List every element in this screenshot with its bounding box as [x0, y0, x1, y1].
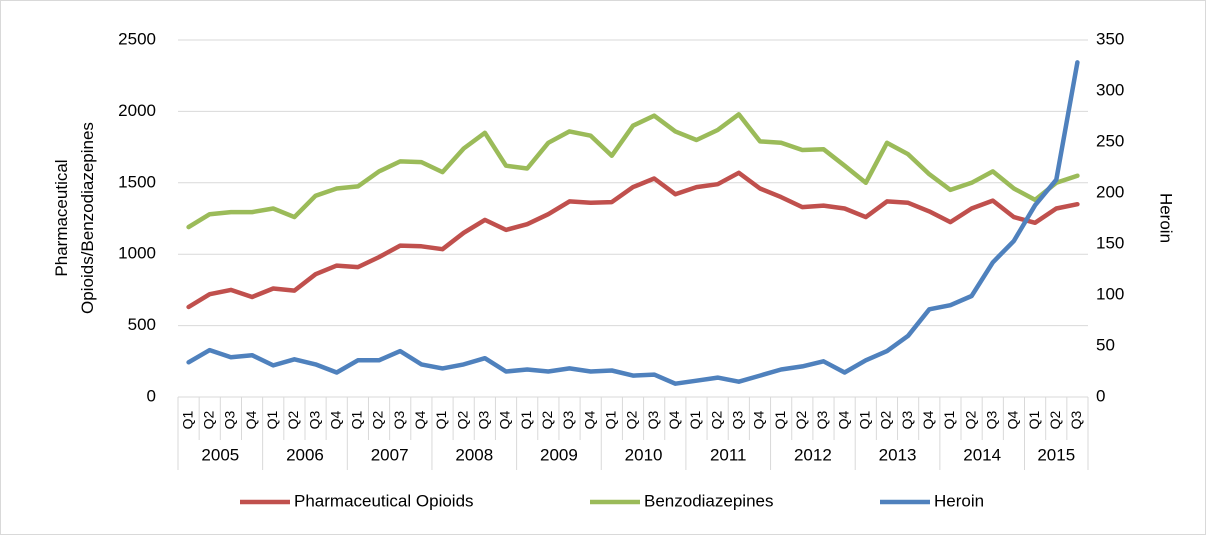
group-label: 2007 [371, 445, 409, 464]
x-tick-label: Q1 [518, 410, 534, 429]
x-tick-label: Q2 [878, 410, 894, 429]
x-tick-label: Q4 [581, 410, 597, 429]
x-tick-label: Q4 [327, 410, 343, 429]
x-tick-label: Q1 [603, 410, 619, 429]
x-tick-label: Q3 [983, 410, 999, 429]
y-tick-label: 500 [128, 315, 156, 334]
group-label: 2006 [286, 445, 324, 464]
x-tick-label: Q4 [920, 410, 936, 429]
legend-label: Pharmaceutical Opioids [294, 491, 474, 510]
y2-tick-label: 250 [1096, 131, 1124, 150]
x-tick-label: Q1 [941, 410, 957, 429]
x-tick-label: Q3 [391, 410, 407, 429]
y-tick-label: 1000 [118, 244, 156, 263]
x-tick-label: Q3 [730, 410, 746, 429]
y-axis-label: Pharmaceutical Opioids/Benzodiazepines [52, 122, 97, 314]
y-tick-label: 2000 [118, 101, 156, 120]
series-line [186, 60, 1080, 386]
x-tick-label: Q2 [200, 410, 216, 429]
x-tick-label: Q4 [243, 410, 259, 429]
group-label: 2014 [963, 445, 1001, 464]
x-tick-label: Q2 [285, 410, 301, 429]
x-tick-label: Q3 [899, 410, 915, 429]
y2-tick-label: 150 [1096, 233, 1124, 252]
legend-label: Heroin [934, 491, 984, 510]
x-tick-label: Q1 [349, 410, 365, 429]
x-tick-label: Q3 [1068, 410, 1084, 429]
y2-axis-label: Heroin [1157, 193, 1176, 243]
x-tick-label: Q2 [1047, 410, 1063, 429]
y-tick-label: 2500 [118, 29, 156, 48]
group-label: 2013 [879, 445, 917, 464]
x-tick-label: Q2 [539, 410, 555, 429]
x-tick-label: Q2 [624, 410, 640, 429]
y2-tick-label: 350 [1096, 29, 1124, 48]
x-tick-label: Q1 [687, 410, 703, 429]
x-tick-label: Q2 [793, 410, 809, 429]
x-tick-label: Q1 [1026, 410, 1042, 429]
x-tick-label: Q3 [476, 410, 492, 429]
group-label: 2009 [540, 445, 578, 464]
x-tick-label: Q3 [814, 410, 830, 429]
group-label: 2010 [625, 445, 663, 464]
group-label: 2011 [710, 445, 747, 464]
x-tick-label: Q1 [179, 410, 195, 429]
x-tick-label: Q2 [454, 410, 470, 429]
x-tick-label: Q3 [306, 410, 322, 429]
x-tick-label: Q4 [497, 410, 513, 429]
y2-tick-label: 300 [1096, 80, 1124, 99]
x-tick-label: Q1 [856, 410, 872, 429]
x-tick-label: Q2 [708, 410, 724, 429]
group-label: 2015 [1037, 445, 1075, 464]
x-tick-label: Q2 [370, 410, 386, 429]
x-tick-label: Q4 [412, 410, 428, 429]
x-tick-label: Q1 [772, 410, 788, 429]
y-tick-label: 0 [147, 386, 156, 405]
series-line [186, 112, 1080, 230]
x-tick-label: Q3 [560, 410, 576, 429]
y2-tick-label: 0 [1096, 386, 1105, 405]
x-tick-label: Q1 [433, 410, 449, 429]
group-label: 2012 [794, 445, 832, 464]
x-tick-label: Q4 [751, 410, 767, 429]
x-tick-label: Q1 [264, 410, 280, 429]
x-tick-label: Q3 [645, 410, 661, 429]
group-label: 2005 [201, 445, 239, 464]
y2-tick-label: 200 [1096, 182, 1124, 201]
y-tick-label: 1500 [118, 172, 156, 191]
y2-tick-label: 50 [1096, 335, 1115, 354]
x-tick-label: Q4 [835, 410, 851, 429]
x-tick-label: Q2 [962, 410, 978, 429]
group-label: 2008 [455, 445, 493, 464]
x-tick-label: Q3 [222, 410, 238, 429]
x-tick-label: Q4 [1005, 410, 1021, 429]
y2-tick-label: 100 [1096, 284, 1124, 303]
series-line [186, 170, 1080, 310]
legend-label: Benzodiazepines [644, 491, 773, 510]
x-tick-label: Q4 [666, 410, 682, 429]
